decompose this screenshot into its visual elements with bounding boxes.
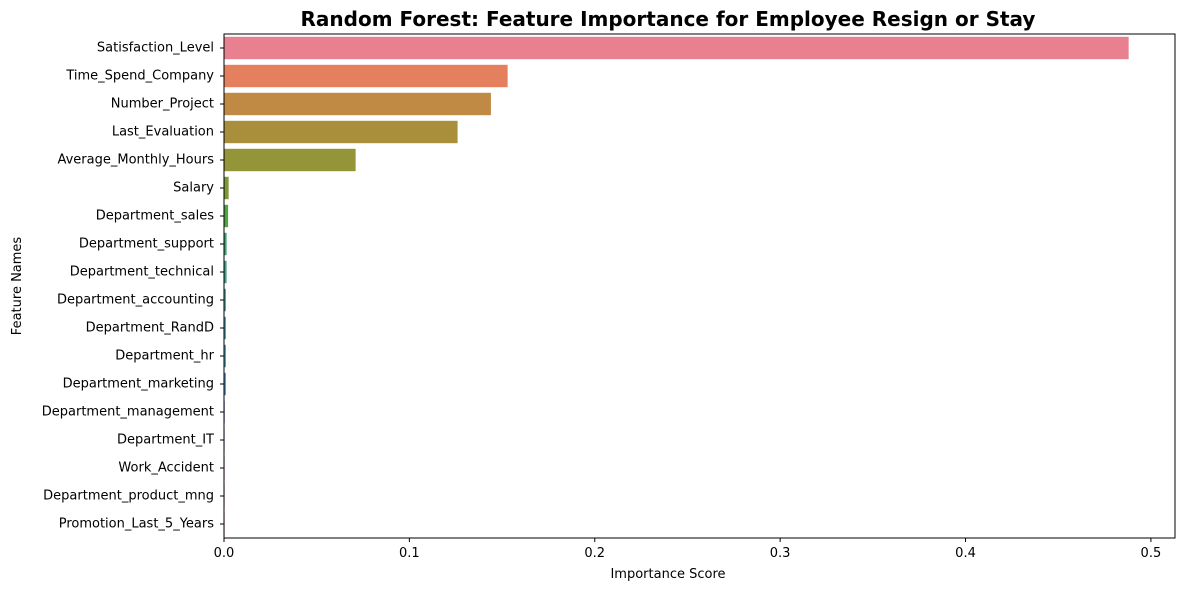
bar-last-evaluation <box>224 120 458 144</box>
x-tick-label: 0.5 <box>1141 546 1162 561</box>
bar-salary <box>224 176 229 200</box>
x-axis-title: Importance Score <box>610 567 725 582</box>
bar-department-marketing <box>224 372 226 396</box>
x-tick-label: 0.2 <box>584 546 605 561</box>
y-tick-layer: Satisfaction_Level Time_Spend_Company Numb… <box>42 41 224 532</box>
x-tick-label: 0.4 <box>955 546 976 561</box>
y-tick-label: Work_Accident <box>118 461 214 476</box>
bar-department-accounting <box>224 288 226 312</box>
x-tick-label: 0.1 <box>399 546 420 561</box>
bar-time-spend-company <box>224 64 508 88</box>
y-tick-label: Department_marketing <box>63 377 214 392</box>
y-tick-label: Last_Evaluation <box>112 125 214 140</box>
y-tick-label: Department_product_mng <box>43 489 214 504</box>
y-tick-label: Promotion_Last_5_Years <box>59 517 215 532</box>
y-tick-label: Department_sales <box>96 209 215 224</box>
bar-department-randd <box>224 316 226 340</box>
bar-department-technical <box>224 260 227 284</box>
bar-department-sales <box>224 204 229 228</box>
x-tick-label: 0.3 <box>770 546 791 561</box>
x-tick-layer: 0.0 0.1 0.2 0.3 0.4 0.5 <box>214 538 1162 561</box>
bar-average-monthly-hours <box>224 148 356 172</box>
y-tick-label: Department_RandD <box>86 321 214 336</box>
y-tick-label: Department_support <box>79 237 214 252</box>
bar-department-support <box>224 232 227 256</box>
bar-number-project <box>224 92 491 116</box>
y-tick-label: Department_accounting <box>57 293 214 308</box>
y-tick-label: Department_IT <box>117 433 214 448</box>
y-tick-label: Salary <box>173 181 214 196</box>
y-tick-label: Satisfaction_Level <box>97 41 214 56</box>
x-tick-label: 0.0 <box>214 546 235 561</box>
y-tick-label: Department_management <box>42 405 214 420</box>
y-tick-label: Time_Spend_Company <box>65 69 214 84</box>
y-axis-title: Feature Names <box>10 237 25 336</box>
plot-frame <box>223 33 1176 539</box>
bar-satisfaction-level <box>224 36 1129 60</box>
y-tick-label: Department_hr <box>115 349 214 364</box>
bar-department-hr <box>224 344 226 368</box>
bars-layer <box>224 36 1129 536</box>
y-tick-label: Average_Monthly_Hours <box>57 153 214 168</box>
chart-title: Random Forest: Feature Importance for Em… <box>301 7 1036 31</box>
y-tick-label: Number_Project <box>111 97 214 112</box>
y-tick-label: Department_technical <box>70 265 214 280</box>
